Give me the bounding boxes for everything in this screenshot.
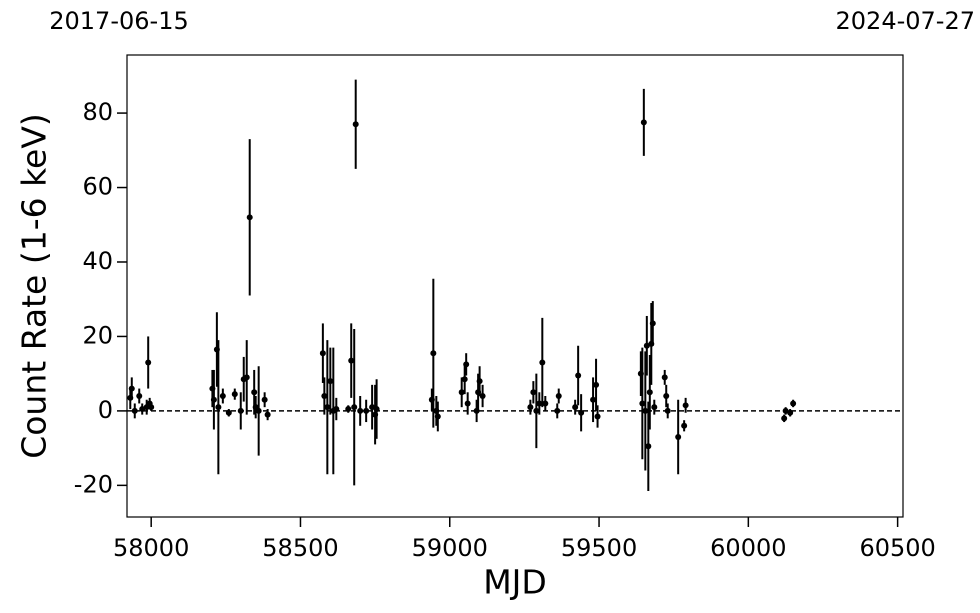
data-point <box>321 393 328 400</box>
data-point <box>363 407 370 414</box>
y-tick-label: -20 <box>74 470 113 498</box>
y-tick-label: 0 <box>98 396 113 424</box>
data-point <box>663 393 670 400</box>
data-point <box>790 400 797 407</box>
data-point <box>319 350 326 357</box>
data-point <box>530 389 537 396</box>
data-point <box>128 385 135 392</box>
x-tick-label: 58000 <box>113 534 189 562</box>
top-date-label: 2017-06-15 <box>49 7 188 35</box>
data-point <box>643 342 650 349</box>
data-point <box>345 406 352 413</box>
data-point <box>255 407 262 414</box>
data-point <box>324 404 331 411</box>
y-tick-label: 60 <box>82 173 113 201</box>
data-point <box>251 389 258 396</box>
data-point <box>781 415 788 422</box>
data-point <box>649 320 656 327</box>
data-point <box>782 407 789 414</box>
data-point <box>333 406 340 413</box>
data-point <box>243 374 250 381</box>
data-point <box>246 214 253 221</box>
x-tick-label: 60500 <box>859 534 935 562</box>
data-point <box>593 381 600 388</box>
x-tick-label: 59500 <box>561 534 637 562</box>
data-point <box>136 393 143 400</box>
data-point <box>533 407 540 414</box>
data-point <box>373 406 380 413</box>
data-point <box>261 396 268 403</box>
data-point <box>787 409 794 416</box>
x-tick-label: 59000 <box>412 534 488 562</box>
data-point <box>640 119 647 126</box>
data-point <box>463 361 470 368</box>
data-point <box>215 404 222 411</box>
data-point <box>225 409 232 416</box>
data-point <box>352 121 359 128</box>
data-point <box>554 407 561 414</box>
data-point <box>661 374 668 381</box>
data-point <box>639 400 646 407</box>
data-point <box>542 400 549 407</box>
data-point <box>148 404 155 411</box>
data-point <box>646 389 653 396</box>
data-point <box>458 389 465 396</box>
data-point <box>681 422 688 429</box>
data-point <box>479 393 486 400</box>
y-tick-label: 80 <box>82 98 113 126</box>
data-point <box>434 413 441 420</box>
data-point <box>131 407 138 414</box>
y-axis-label: Count Rate (1-6 keV) <box>15 113 54 459</box>
data-point <box>539 359 546 366</box>
x-axis-label: MJD <box>483 563 547 602</box>
data-point <box>464 400 471 407</box>
data-point <box>651 404 658 411</box>
data-point <box>527 404 534 411</box>
data-point <box>642 407 649 414</box>
data-point <box>575 372 582 379</box>
data-point <box>348 357 355 364</box>
data-point <box>536 400 543 407</box>
top-date-label: 2024-07-27 <box>836 7 975 35</box>
data-point <box>594 413 601 420</box>
data-point <box>264 411 271 418</box>
data-point <box>430 350 437 357</box>
data-point <box>219 393 226 400</box>
data-point <box>675 433 682 440</box>
data-point <box>357 407 364 414</box>
data-point <box>578 409 585 416</box>
data-point <box>210 396 217 403</box>
y-tick-label: 40 <box>82 247 113 275</box>
plot-frame <box>126 54 904 518</box>
data-point <box>590 396 597 403</box>
data-point <box>237 407 244 414</box>
data-point <box>145 359 152 366</box>
data-point <box>555 393 562 400</box>
data-point <box>461 376 468 383</box>
data-point <box>476 378 483 385</box>
data-point <box>572 404 579 411</box>
data-point <box>139 406 146 413</box>
data-point <box>351 404 358 411</box>
x-tick-label: 60000 <box>710 534 786 562</box>
data-point <box>231 391 238 398</box>
data-point <box>682 402 689 409</box>
data-point <box>369 404 376 411</box>
data-point <box>327 378 334 385</box>
data-point <box>664 407 671 414</box>
data-point <box>645 443 652 450</box>
y-tick-label: 20 <box>82 321 113 349</box>
x-tick-label: 58500 <box>262 534 338 562</box>
